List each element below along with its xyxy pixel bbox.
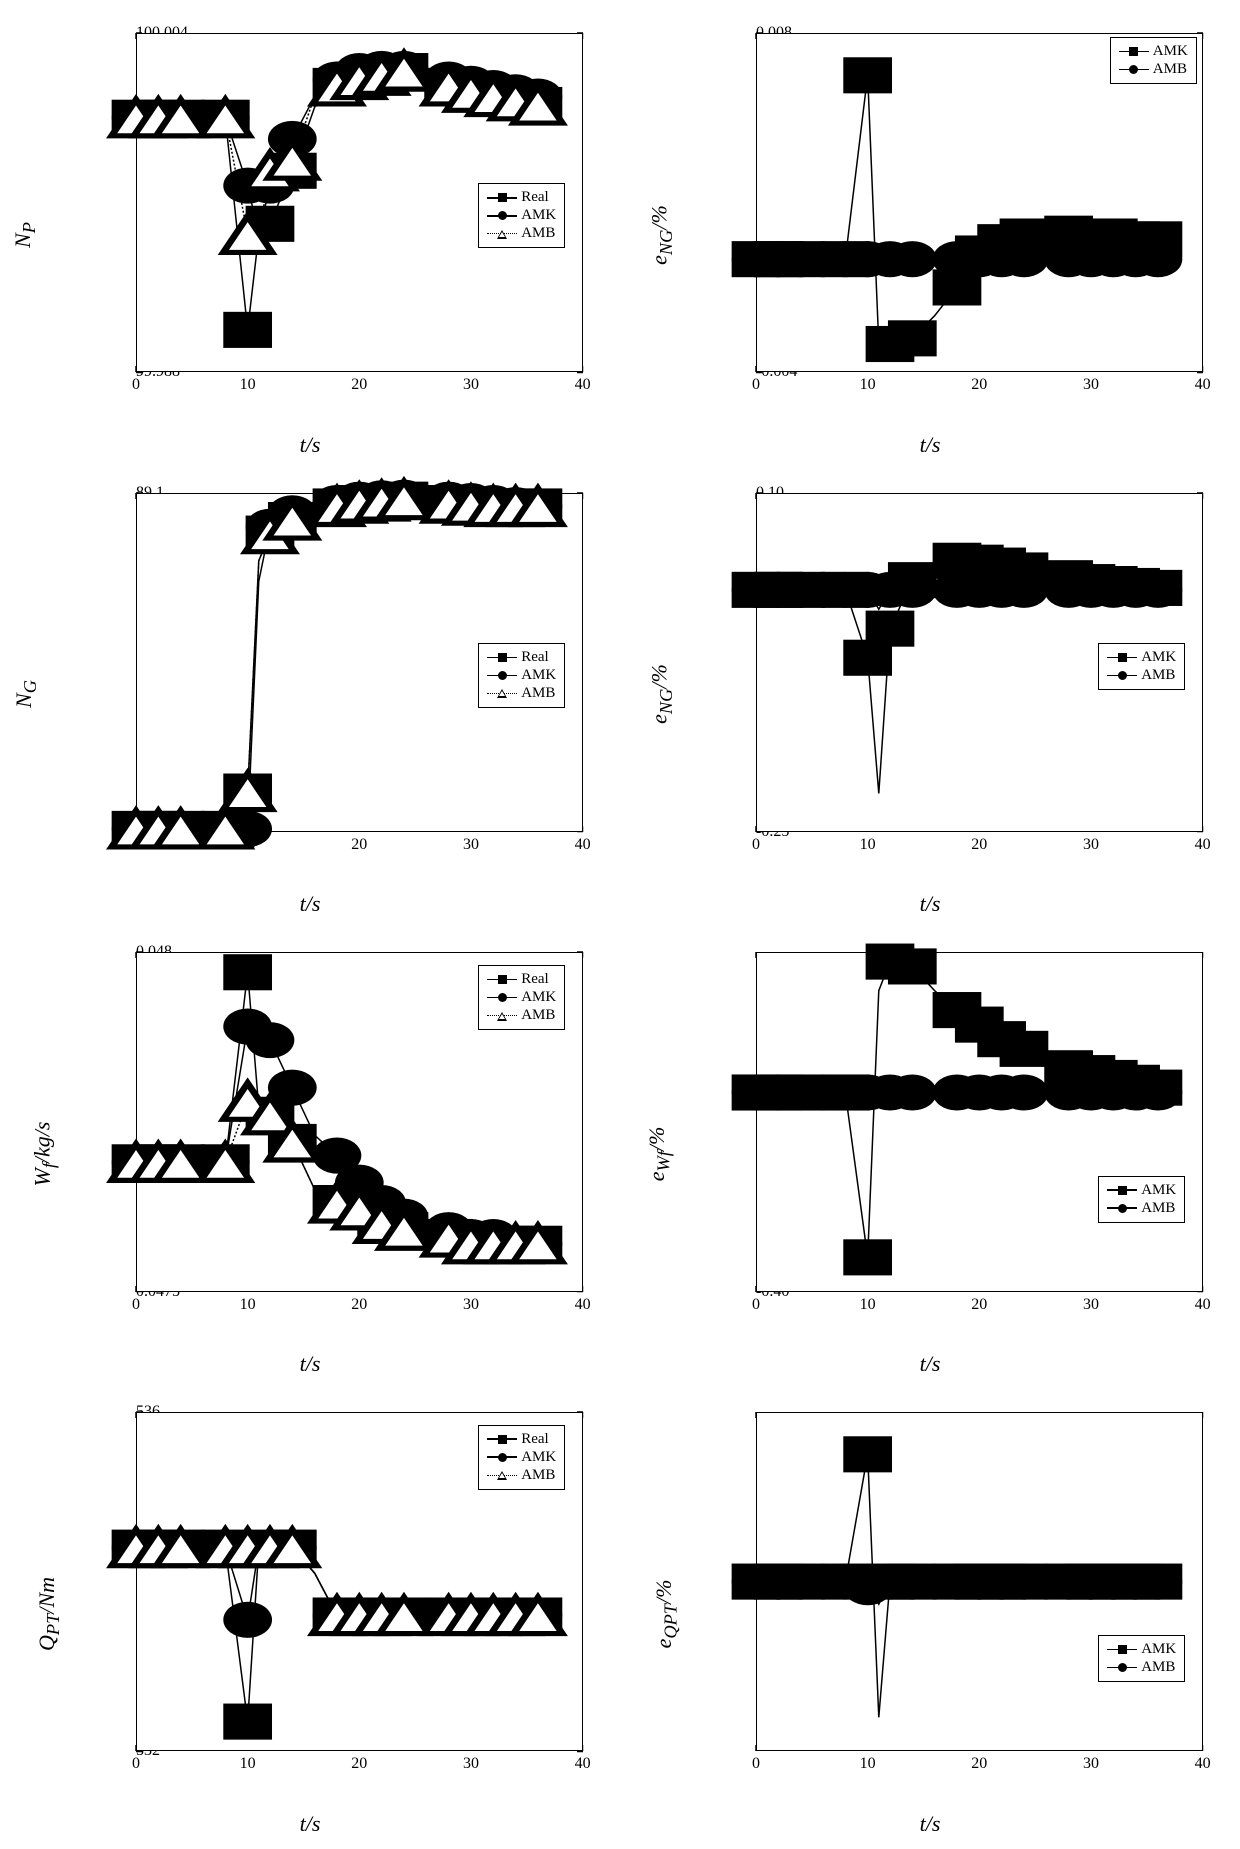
legend-item: AMB (487, 1467, 556, 1484)
chart-svg (640, 939, 1220, 1369)
legend-label: AMK (1141, 1182, 1176, 1199)
legend: RealAMKAMB (478, 1425, 565, 1490)
legend-item: AMK (487, 667, 556, 684)
legend-item: AMB (487, 1007, 556, 1024)
legend-item: AMB (1107, 667, 1176, 684)
legend-item: AMB (487, 225, 556, 242)
legend-label: AMK (521, 667, 556, 684)
legend-label: AMB (521, 225, 555, 242)
legend-item: AMB (487, 685, 556, 702)
legend-item: AMK (1119, 43, 1188, 60)
chart-eng: -0.00400.0040.008010203040eNG/%t/sAMKAMB (640, 20, 1220, 450)
legend-label: AMB (1141, 1200, 1175, 1217)
legend: RealAMKAMB (478, 965, 565, 1030)
legend-label: AMB (521, 1467, 555, 1484)
chart-svg (640, 480, 1220, 910)
legend: RealAMKAMB (478, 183, 565, 248)
chart-eng2: -0.25-0.20-0.15-0.10-0.0500.050.10010203… (640, 480, 1220, 910)
legend: AMKAMB (1098, 1635, 1185, 1682)
legend-item: AMK (1107, 649, 1176, 666)
legend: AMKAMB (1098, 643, 1185, 690)
legend-label: AMK (1141, 1641, 1176, 1658)
legend-item: Real (487, 1431, 556, 1448)
legend-label: AMB (1141, 1659, 1175, 1676)
legend-item: Real (487, 189, 556, 206)
legend: AMKAMB (1098, 1176, 1185, 1223)
legend-item: AMB (1107, 1659, 1176, 1676)
legend-item: AMK (1107, 1182, 1176, 1199)
legend: RealAMKAMB (478, 643, 565, 708)
legend-label: AMK (1153, 43, 1188, 60)
legend-item: Real (487, 971, 556, 988)
chart-svg (640, 1399, 1220, 1829)
legend-item: AMB (1119, 61, 1188, 78)
legend-label: AMB (521, 685, 555, 702)
chart-svg (640, 20, 1220, 450)
legend-label: AMB (521, 1007, 555, 1024)
legend-label: Real (521, 649, 549, 666)
chart-ng: 88.688.788.888.98989.1010203040NGt/sReal… (20, 480, 600, 910)
legend-label: Real (521, 1431, 549, 1448)
chart-np: 99.98899.99299.996100100.004010203040NPt… (20, 20, 600, 450)
legend-label: AMK (521, 207, 556, 224)
legend-item: AMK (487, 989, 556, 1006)
legend-label: Real (521, 189, 549, 206)
legend-item: AMK (487, 207, 556, 224)
legend-label: Real (521, 971, 549, 988)
legend: AMKAMB (1110, 37, 1197, 84)
legend-label: AMK (521, 1449, 556, 1466)
legend-item: Real (487, 649, 556, 666)
legend-label: AMK (1141, 649, 1176, 666)
chart-ewf: -0.40-0.2000.20010203040eWf/%t/sAMKAMB (640, 939, 1220, 1369)
chart-eqpt: -0.2000.20010203040eQPT/%t/sAMKAMB (640, 1399, 1220, 1829)
legend-label: AMK (521, 989, 556, 1006)
chart-qpt: 532533534535536010203040QPT/Nmt/sRealAMK… (20, 1399, 600, 1829)
chart-wf: 0.04750.04760.04770.04780.04790.04801020… (20, 939, 600, 1369)
legend-item: AMK (487, 1449, 556, 1466)
legend-item: AMK (1107, 1641, 1176, 1658)
legend-item: AMB (1107, 1200, 1176, 1217)
legend-label: AMB (1153, 61, 1187, 78)
legend-label: AMB (1141, 667, 1175, 684)
